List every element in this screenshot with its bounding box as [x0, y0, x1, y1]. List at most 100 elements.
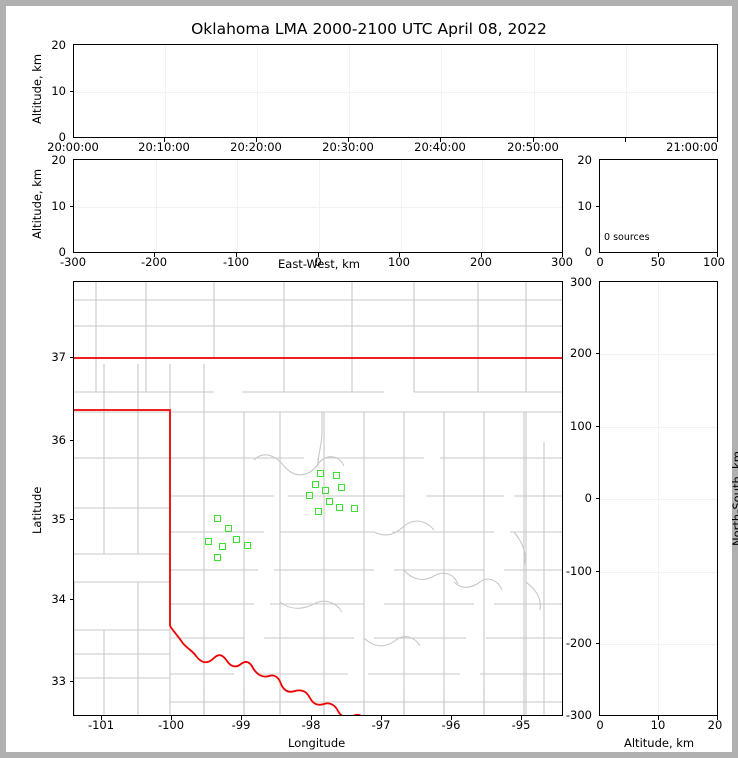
- ytick-label: 10: [577, 199, 592, 213]
- tick: [101, 716, 102, 720]
- tick: [154, 253, 155, 257]
- panel-time-height[interactable]: [73, 44, 718, 138]
- xtick-label: -100: [157, 718, 185, 732]
- ytick-label: -200: [565, 636, 592, 650]
- xtick-label: -99: [231, 718, 251, 732]
- xtick-label: 20:10:00: [138, 140, 190, 154]
- tick: [595, 571, 599, 572]
- xtick-label: 20:20:00: [230, 140, 282, 154]
- xtick-label: 20:50:00: [507, 140, 559, 154]
- lma-source-marker: [306, 492, 313, 499]
- tick: [658, 716, 659, 720]
- axis-label-latitude: Latitude: [30, 486, 44, 534]
- tick: [311, 716, 312, 720]
- tick: [318, 253, 319, 257]
- tick: [451, 716, 452, 720]
- tick: [164, 138, 165, 142]
- ytick-label: 0: [58, 130, 66, 144]
- tick: [69, 91, 73, 92]
- ytick-label: 100: [570, 419, 592, 433]
- xtick-label: 20:30:00: [322, 140, 374, 154]
- xtick-label: 21:00:00: [666, 140, 718, 154]
- xtick-label: 300: [551, 255, 573, 269]
- xtick-label: -95: [511, 718, 531, 732]
- ytick-label: 0: [584, 491, 592, 505]
- axis-label-north-south: North-South, km: [730, 451, 738, 546]
- tick: [69, 681, 73, 682]
- lma-source-marker: [233, 536, 240, 543]
- xtick-label: -200: [140, 255, 168, 269]
- panel-northsouth-altitude[interactable]: [599, 281, 718, 716]
- tick: [595, 498, 599, 499]
- ytick-label: 37: [51, 350, 66, 364]
- oklahoma-state-border: [74, 357, 562, 715]
- xtick-label: 0: [596, 718, 604, 732]
- lma-source-marker: [214, 515, 221, 522]
- tick: [69, 206, 73, 207]
- tick: [69, 519, 73, 520]
- tick: [717, 253, 718, 257]
- axis-label-altitude: Altitude, km: [30, 53, 44, 124]
- lma-source-marker: [219, 543, 226, 550]
- ytick-label: 20: [577, 153, 592, 167]
- lma-source-marker: [317, 470, 324, 477]
- tick: [256, 138, 257, 142]
- axis-label-longitude: Longitude: [288, 736, 346, 750]
- xtick-label: 0: [314, 255, 322, 269]
- ytick-label: 10: [51, 199, 66, 213]
- axis-label-east-west: East-West, km: [278, 257, 360, 271]
- lma-source-marker: [312, 481, 319, 488]
- xtick-label: 20: [707, 718, 723, 732]
- tick: [717, 716, 718, 720]
- ytick-label: 200: [570, 346, 592, 360]
- map-svg: [74, 282, 562, 715]
- tick: [595, 643, 599, 644]
- ytick-label: 10: [51, 84, 66, 98]
- figure-canvas: Oklahoma LMA 2000-2100 UTC April 08, 202…: [6, 6, 738, 752]
- lma-source-marker: [333, 472, 340, 479]
- ytick-label: 20: [51, 153, 66, 167]
- panel-eastwest-height[interactable]: [73, 159, 563, 253]
- xtick-label: 200: [470, 255, 492, 269]
- tick: [348, 138, 349, 142]
- tick: [658, 253, 659, 257]
- map-geometry: [74, 282, 562, 715]
- xtick-label: 20:40:00: [414, 140, 466, 154]
- tick: [381, 716, 382, 720]
- ytick-label: -300: [565, 708, 592, 722]
- tick: [521, 716, 522, 720]
- xtick-label: 10: [650, 718, 666, 732]
- tick: [562, 253, 563, 257]
- ytick-label: 33: [51, 674, 66, 688]
- xtick-label: 100: [388, 255, 410, 269]
- county-lines: [74, 282, 562, 715]
- xtick-label: -97: [371, 718, 391, 732]
- tick: [241, 716, 242, 720]
- panel-altitude-histogram[interactable]: 0 sources: [599, 159, 718, 253]
- lma-source-marker: [225, 525, 232, 532]
- tick: [399, 253, 400, 257]
- ytick-label: 0: [58, 245, 66, 259]
- tick: [69, 440, 73, 441]
- ytick-label: 20: [51, 38, 66, 52]
- tick: [171, 716, 172, 720]
- lma-source-marker: [326, 498, 333, 505]
- tick: [69, 357, 73, 358]
- lma-source-marker: [244, 542, 251, 549]
- tick: [717, 138, 718, 142]
- xtick-label: -100: [222, 255, 250, 269]
- tick: [533, 138, 534, 142]
- tick: [481, 253, 482, 257]
- tick: [440, 138, 441, 142]
- figure-title: Oklahoma LMA 2000-2100 UTC April 08, 202…: [191, 20, 547, 38]
- lma-source-marker: [214, 554, 221, 561]
- ytick-label: -100: [565, 564, 592, 578]
- tick: [595, 353, 599, 354]
- xtick-label: -101: [87, 718, 115, 732]
- ytick-label: 300: [570, 275, 592, 289]
- tick: [595, 206, 599, 207]
- lma-source-marker: [205, 538, 212, 545]
- panel-map[interactable]: [73, 281, 563, 716]
- lma-source-marker: [322, 487, 329, 494]
- ytick-label: 34: [51, 592, 66, 606]
